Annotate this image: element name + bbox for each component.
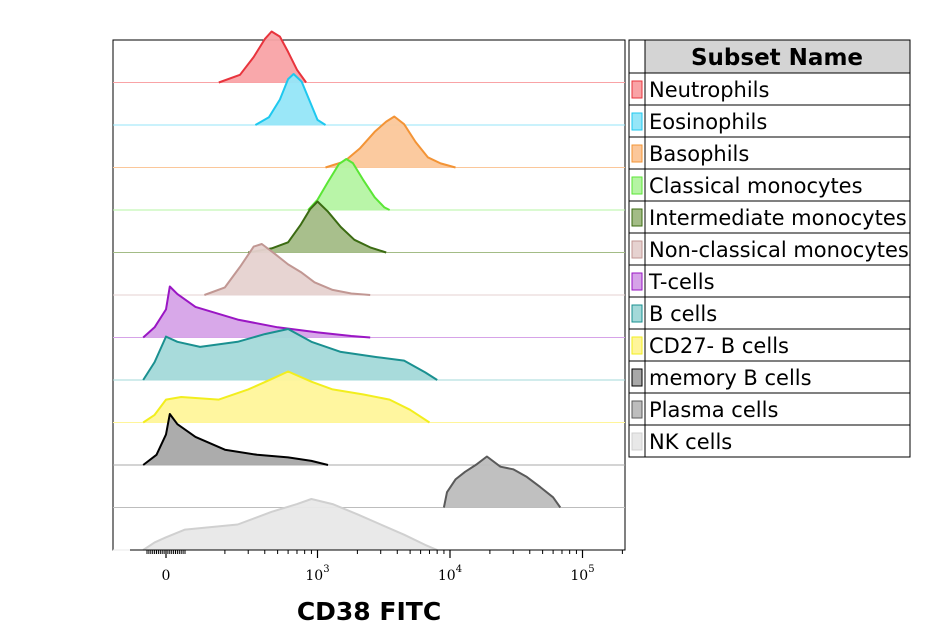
legend-label-cell	[644, 104, 911, 138]
legend-swatch	[631, 112, 643, 131]
ridge-area	[204, 244, 371, 295]
ridge-outline	[142, 413, 329, 466]
legend-label: Classical monocytes	[649, 174, 863, 198]
legend-item: Intermediate monocytes	[628, 200, 911, 234]
legend-item: Classical monocytes	[628, 168, 911, 202]
legend-label-cell	[644, 200, 911, 234]
ridge-t-cells	[113, 285, 625, 339]
ridge-outline	[218, 30, 307, 84]
legend-label: CD27- B cells	[649, 334, 789, 358]
legend-title-cell	[644, 39, 911, 74]
legend-item: Eosinophils	[628, 104, 911, 138]
x-tick-exponent: 3	[323, 564, 329, 575]
legend-swatch	[631, 432, 643, 451]
ridge-memory-b-cells	[113, 413, 625, 466]
ridge-outline	[142, 285, 371, 339]
legend-item: memory B cells	[628, 360, 911, 394]
legend-label-cell	[644, 168, 911, 202]
ridge-outline	[254, 73, 327, 126]
legend-title: Subset Name	[691, 45, 863, 71]
ridge-eosinophils	[113, 73, 625, 126]
ridge-area	[443, 456, 561, 508]
legend: Subset Name Neutrophils Eosinophils Basoph…	[628, 39, 911, 458]
ridge-area	[143, 329, 438, 380]
legend-label-cell	[644, 296, 911, 330]
legend-label-cell	[644, 392, 911, 426]
ridge-area	[325, 116, 456, 168]
ridge-outline	[142, 498, 438, 551]
ridge-area	[248, 201, 387, 253]
ridge-non-classical-monocytes	[113, 243, 625, 296]
ridge-area	[308, 159, 390, 210]
legend-label-cell	[644, 424, 911, 458]
legend-label: Eosinophils	[649, 110, 767, 134]
ridge-classical-monocytes	[113, 158, 625, 211]
x-axis-title: CD38 FITC	[297, 597, 441, 626]
ridge-outline	[248, 200, 387, 254]
legend-item: Plasma cells	[628, 392, 911, 426]
legend-item: B cells	[628, 296, 911, 330]
x-tick-label: 0	[162, 568, 171, 584]
legend-rows: Neutrophils Eosinophils Basophils Classical…	[628, 72, 911, 458]
x-tick-exponent: 5	[588, 564, 594, 575]
ridge-outline	[307, 158, 391, 211]
ridge-plasma-cells	[113, 455, 625, 509]
legend-label: Non-classical monocytes	[649, 238, 909, 262]
legend-label: Intermediate monocytes	[649, 206, 907, 230]
legend-label: memory B cells	[649, 366, 812, 390]
legend-swatch	[631, 144, 643, 163]
legend-swatch	[631, 80, 643, 99]
x-tick-label: 103	[305, 564, 329, 584]
ridge-area	[143, 286, 371, 338]
x-tick-label: 104	[438, 564, 462, 584]
legend-label: Basophils	[649, 142, 749, 166]
legend-swatch	[631, 400, 643, 419]
legend-item: NK cells	[628, 424, 911, 458]
ridge-area	[143, 414, 328, 465]
legend-swatch	[631, 240, 643, 259]
legend-label: NK cells	[649, 430, 732, 454]
legend-swatch	[631, 304, 643, 323]
legend-label-cell	[644, 136, 911, 170]
legend-label-cell	[644, 328, 911, 362]
ridge-outline	[204, 243, 371, 296]
legend-item: Basophils	[628, 136, 911, 170]
ridge-intermediate-monocytes	[113, 200, 625, 254]
legend-swatch	[631, 272, 643, 291]
ridge-outline	[142, 328, 438, 381]
ridge-basophils	[113, 115, 625, 169]
legend-swatch	[631, 176, 643, 195]
ridge-area	[218, 31, 307, 83]
legend-swatch	[631, 336, 643, 355]
legend-label: Neutrophils	[649, 78, 769, 102]
legend-swatch-column-header	[628, 39, 646, 74]
ridge-outline	[325, 115, 456, 169]
ridge-area	[143, 371, 430, 423]
ridge-b-cells	[113, 328, 625, 381]
ridge-outline	[442, 455, 562, 509]
ridges	[113, 30, 625, 551]
legend-label: Plasma cells	[649, 398, 778, 422]
legend-item: CD27- B cells	[628, 328, 911, 362]
ridge-outline	[142, 370, 431, 424]
legend-label-cell	[644, 360, 911, 394]
legend-label: B cells	[649, 302, 717, 326]
ridge-area	[143, 499, 438, 550]
ridge-cd27-b-cells	[113, 370, 625, 424]
legend-item: Non-classical monocytes	[628, 232, 911, 266]
legend-item: T-cells	[628, 264, 911, 298]
legend-swatch	[631, 208, 643, 227]
legend-swatch	[631, 368, 643, 387]
x-tick-exponent: 4	[456, 564, 462, 575]
x-axis: 0 103 104 105	[130, 549, 625, 584]
ridge-neutrophils	[113, 30, 625, 84]
legend-label: T-cells	[648, 270, 715, 294]
legend-label-cell	[644, 72, 911, 106]
x-tick-label: 105	[570, 564, 594, 584]
legend-item: Neutrophils	[628, 72, 911, 106]
